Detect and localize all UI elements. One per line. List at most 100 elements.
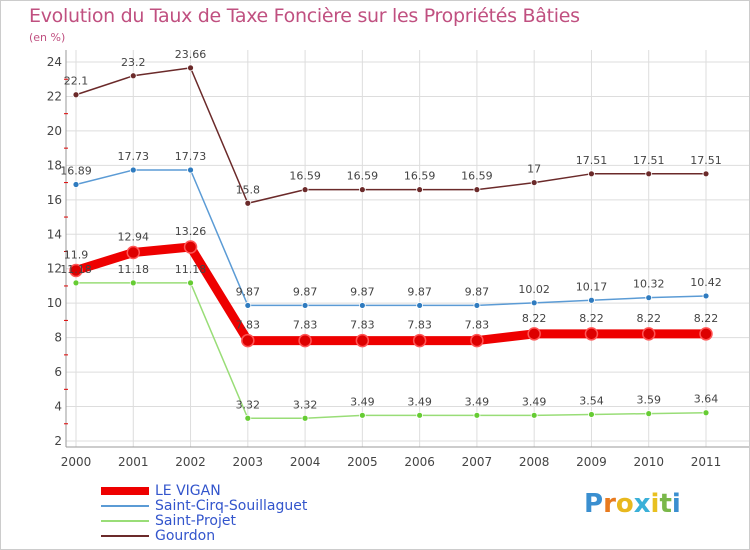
- data-label: 8.22: [694, 312, 719, 325]
- data-point: [527, 327, 541, 341]
- data-point: [301, 302, 309, 309]
- legend-item-le-vigan[interactable]: LE VIGAN: [101, 484, 351, 499]
- data-point: [129, 279, 137, 287]
- logo-letter: i: [671, 489, 681, 519]
- series-line: [75, 67, 707, 205]
- x-tick-label: 2002: [175, 455, 206, 469]
- data-point: [588, 296, 595, 304]
- proxiti-logo: Proxiti: [584, 489, 681, 519]
- data-label: 9.87: [236, 285, 261, 298]
- data-label: 3.64: [694, 393, 719, 406]
- chart-unit-label: (en %): [29, 31, 66, 44]
- y-tick-label: 18: [47, 158, 62, 172]
- data-label: 3.49: [522, 395, 547, 408]
- series-line: [75, 169, 707, 307]
- y-tick-label: 4: [54, 400, 62, 414]
- data-point: [244, 414, 252, 422]
- x-tick-label: 2000: [61, 455, 92, 469]
- data-point: [358, 411, 366, 419]
- data-label: 17.51: [690, 154, 722, 167]
- data-label: 3.49: [407, 395, 432, 408]
- data-point: [530, 299, 538, 307]
- data-label: 3.32: [293, 398, 318, 411]
- logo-letter: x: [633, 489, 651, 519]
- data-point: [473, 186, 481, 194]
- data-label: 16.59: [404, 170, 436, 183]
- data-point: [355, 333, 370, 348]
- data-label: 17.51: [576, 154, 608, 167]
- data-point: [473, 411, 481, 419]
- data-label: 16.89: [60, 164, 92, 177]
- data-label: 8.22: [636, 312, 661, 325]
- data-label: 10.17: [576, 280, 608, 293]
- data-point: [358, 302, 366, 309]
- logo-letter: P: [584, 489, 604, 519]
- data-point: [588, 170, 595, 178]
- data-point: [645, 410, 653, 418]
- logo-letter: o: [615, 489, 634, 519]
- data-label: 7.83: [465, 319, 490, 332]
- y-tick-label: 24: [47, 55, 62, 69]
- y-tick-label: 10: [47, 296, 62, 310]
- data-label: 10.42: [690, 276, 722, 289]
- data-point: [129, 166, 137, 174]
- x-tick-label: 2007: [462, 455, 493, 469]
- x-tick-label: 2010: [633, 455, 664, 469]
- data-label: 9.87: [465, 285, 490, 298]
- legend-label: Saint-Cirq-Souillaguet: [155, 498, 308, 514]
- data-label: 3.54: [579, 394, 604, 407]
- data-label: 8.22: [522, 312, 547, 325]
- legend-item-gourdon[interactable]: Gourdon: [101, 529, 351, 544]
- data-label: 23.2: [121, 56, 146, 69]
- y-tick-label: 6: [54, 365, 62, 379]
- data-point: [530, 411, 538, 419]
- data-label: 15.8: [236, 183, 261, 196]
- data-point: [301, 186, 309, 194]
- x-tick-label: 2011: [691, 455, 722, 469]
- data-label: 17.51: [633, 154, 665, 167]
- data-point: [699, 327, 713, 341]
- data-label: 13.26: [175, 225, 207, 238]
- x-tick-label: 2005: [347, 455, 378, 469]
- data-label: 3.49: [465, 395, 490, 408]
- data-point: [470, 333, 484, 348]
- data-point: [530, 179, 538, 186]
- data-point: [702, 409, 710, 417]
- data-label: 16.59: [289, 170, 321, 183]
- y-tick-label: 22: [47, 89, 62, 103]
- data-point: [416, 186, 424, 194]
- data-label: 7.83: [293, 319, 318, 332]
- y-tick-label: 20: [47, 124, 62, 138]
- data-label: 11.18: [175, 263, 207, 276]
- legend-swatch: [101, 487, 149, 495]
- data-label: 9.87: [293, 285, 318, 298]
- data-label: 7.83: [407, 319, 432, 332]
- legend-item-saint-projet[interactable]: Saint-Projet: [101, 514, 351, 529]
- data-point: [645, 170, 653, 178]
- data-point: [187, 64, 194, 72]
- x-tick-label: 2006: [404, 455, 435, 469]
- data-label: 11.18: [118, 263, 150, 276]
- data-label: 12.94: [118, 231, 150, 244]
- data-point: [72, 91, 80, 99]
- data-point: [244, 199, 252, 207]
- y-tick-label: 14: [47, 227, 62, 241]
- legend-item-saint-cirq-souillaguet[interactable]: Saint-Cirq-Souillaguet: [101, 499, 351, 514]
- legend-swatch: [101, 535, 149, 537]
- data-label: 17.73: [175, 150, 207, 163]
- x-tick-label: 2004: [290, 455, 321, 469]
- data-point: [183, 240, 198, 254]
- grid-lines: [66, 50, 749, 447]
- data-point: [641, 327, 656, 341]
- data-point: [72, 279, 80, 287]
- data-label: 11.9: [64, 248, 89, 261]
- data-point: [416, 302, 424, 309]
- x-tick-label: 2001: [118, 455, 149, 469]
- data-point: [187, 166, 194, 174]
- data-point: [129, 72, 137, 80]
- data-labels: 22.1 23.2 23.66 15.8 16.59 16.59 16.59 16.59 17 1…: [60, 48, 722, 411]
- data-point: [416, 411, 424, 419]
